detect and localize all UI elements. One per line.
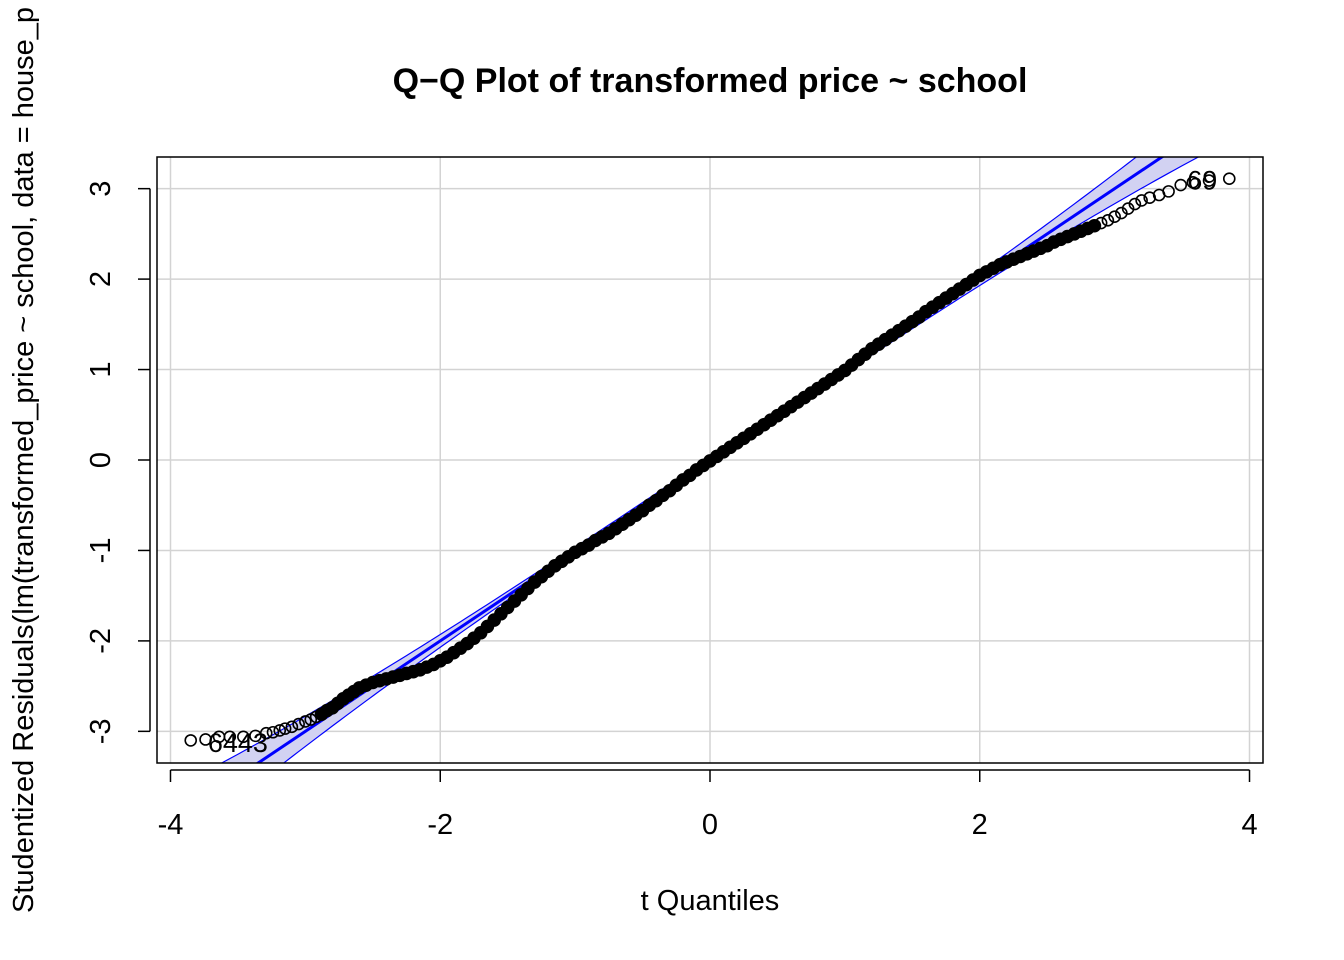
data-point bbox=[1115, 206, 1128, 220]
data-point bbox=[273, 724, 287, 737]
plot-frame bbox=[156, 156, 1264, 764]
data-point bbox=[299, 715, 312, 728]
data-point bbox=[199, 733, 212, 746]
y-axis: -3 -2 -1 0 1 2 3 bbox=[85, 181, 151, 744]
y-tick-label: 1 bbox=[85, 361, 117, 377]
data-point bbox=[1135, 194, 1148, 207]
data-point bbox=[278, 722, 292, 735]
data-point bbox=[1094, 216, 1108, 230]
y-tick-label: -3 bbox=[85, 718, 117, 744]
x-axis: -4 -2 0 2 4 bbox=[158, 769, 1258, 841]
x-tick-label: -2 bbox=[427, 809, 453, 841]
x-tick-label: 0 bbox=[702, 809, 718, 841]
data-points bbox=[184, 172, 1236, 747]
data-point bbox=[1121, 202, 1135, 215]
data-point bbox=[1101, 214, 1115, 227]
point-annotations: 69 6443 bbox=[208, 166, 1217, 759]
data-point bbox=[1186, 176, 1200, 189]
data-point bbox=[1162, 185, 1175, 198]
data-point bbox=[266, 725, 280, 739]
y-tick-label: -2 bbox=[85, 628, 117, 654]
x-tick-label: 4 bbox=[1241, 809, 1257, 841]
y-tick-label: 3 bbox=[85, 181, 117, 197]
y-tick-label: 2 bbox=[85, 271, 117, 287]
x-axis-label: t Quantiles bbox=[641, 885, 780, 917]
data-point bbox=[285, 720, 299, 734]
data-point bbox=[1222, 172, 1236, 186]
data-point bbox=[237, 730, 250, 744]
data-point bbox=[1108, 210, 1121, 223]
x-tick-label: 2 bbox=[972, 809, 988, 841]
y-axis-label: Studentized Residuals(lm(transformed_pri… bbox=[8, 7, 40, 913]
data-point bbox=[292, 717, 305, 731]
chart-title: Q−Q Plot of transformed price ~ school bbox=[393, 62, 1028, 100]
data-point bbox=[1128, 197, 1142, 211]
point-label: 69 bbox=[1187, 166, 1217, 196]
data-point bbox=[1087, 218, 1102, 233]
y-tick-label: -1 bbox=[85, 538, 117, 564]
point-label: 6443 bbox=[208, 728, 268, 758]
data-point bbox=[184, 734, 198, 747]
data-point bbox=[259, 726, 273, 740]
data-point bbox=[1174, 178, 1188, 192]
data-point bbox=[1202, 174, 1216, 187]
x-tick-label: -4 bbox=[158, 809, 184, 841]
data-point bbox=[223, 730, 237, 744]
y-tick-label: 0 bbox=[85, 452, 117, 468]
